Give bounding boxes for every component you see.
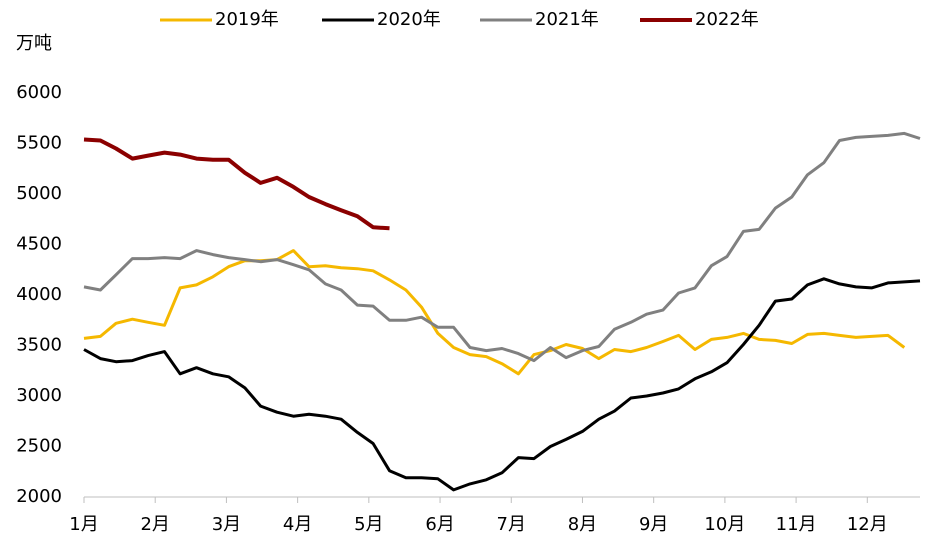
y-tick-label: 3000 xyxy=(16,385,62,406)
y-tick-label: 3500 xyxy=(16,335,62,356)
y-tick-label: 6000 xyxy=(16,82,62,103)
y-tick-label: 5000 xyxy=(16,183,62,204)
y-tick-label: 4000 xyxy=(16,284,62,305)
x-tick-label: 10月 xyxy=(704,514,745,535)
x-tick-label: 2月 xyxy=(140,514,169,535)
legend-label: 2019年 xyxy=(215,9,279,30)
y-tick-label: 2000 xyxy=(16,486,62,507)
x-tick-label: 9月 xyxy=(639,514,668,535)
series-line xyxy=(83,137,390,231)
series-line xyxy=(83,249,906,376)
x-tick-label: 3月 xyxy=(212,514,241,535)
series-line xyxy=(83,131,921,363)
x-tick-label: 8月 xyxy=(568,514,597,535)
legend-label: 2021年 xyxy=(535,9,599,30)
x-tick-label: 7月 xyxy=(497,514,526,535)
x-tick-label: 5月 xyxy=(354,514,383,535)
legend-label: 2020年 xyxy=(377,9,441,30)
x-tick-label: 11月 xyxy=(776,514,817,535)
x-tick-label: 6月 xyxy=(425,514,454,535)
y-tick-label: 2500 xyxy=(16,436,62,457)
x-tick-label: 4月 xyxy=(283,514,312,535)
y-tick-label: 4500 xyxy=(16,234,62,255)
x-tick-label: 1月 xyxy=(69,514,98,535)
y-axis-label: 万吨 xyxy=(16,33,52,54)
y-tick-label: 5500 xyxy=(16,133,62,154)
series-line xyxy=(83,277,921,492)
legend-label: 2022年 xyxy=(695,9,759,30)
x-tick-label: 12月 xyxy=(847,514,888,535)
